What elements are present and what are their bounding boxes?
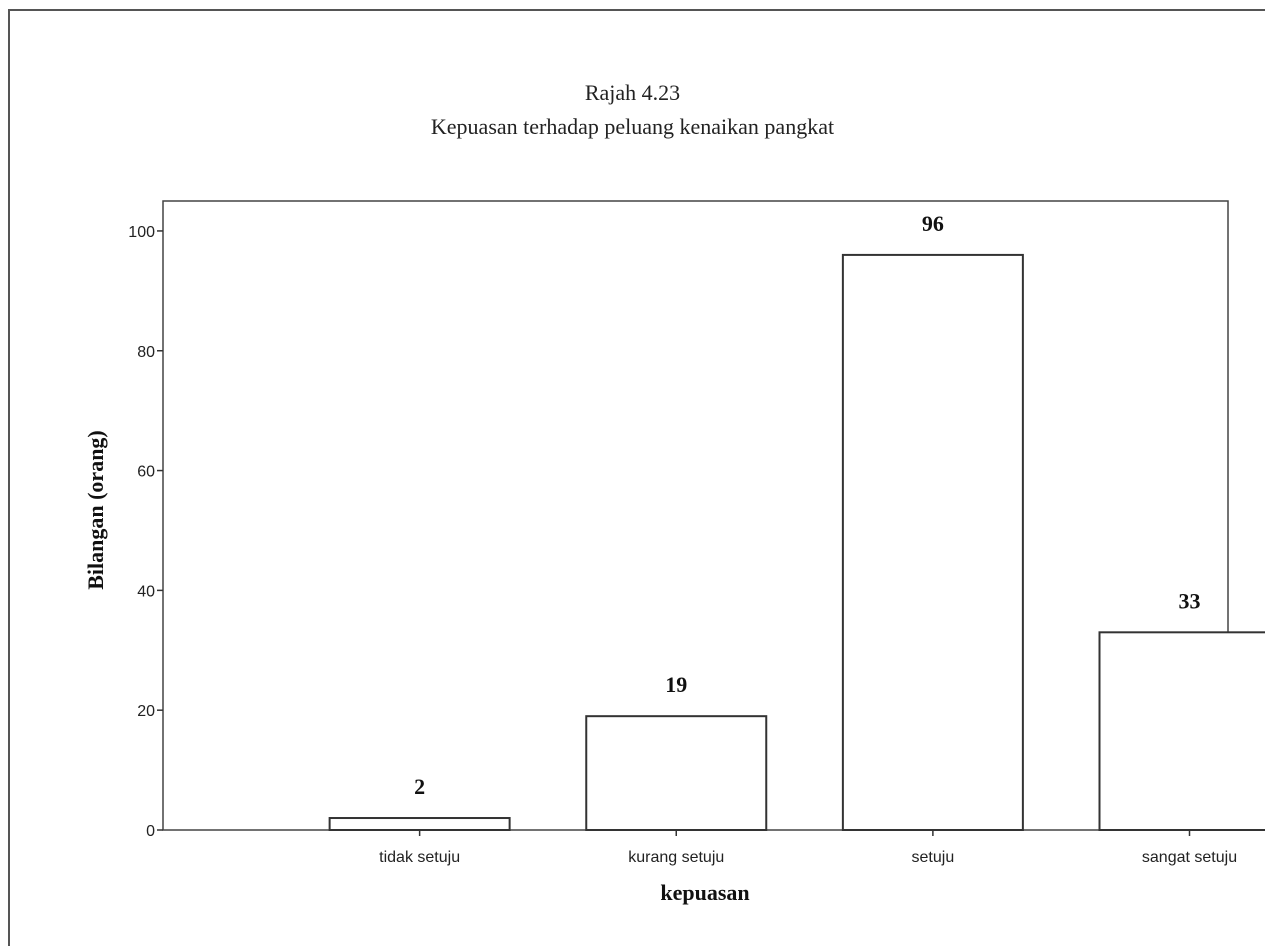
y-axis-label: Bilangan (orang) — [83, 430, 108, 590]
bar — [585, 715, 768, 832]
x-tick-label: setuju — [912, 849, 955, 866]
y-tick-label: 40 — [137, 583, 155, 600]
y-tick-label: 20 — [137, 703, 155, 720]
bar — [1098, 631, 1265, 831]
data-label: 33 — [1179, 588, 1201, 613]
y-tick-label: 60 — [137, 464, 155, 481]
bar — [328, 817, 511, 831]
x-tick-label: tidak setuju — [379, 849, 460, 866]
x-tick-label: sangat setuju — [1142, 849, 1237, 866]
y-tick-label: 100 — [128, 224, 155, 241]
chart-title: Rajah 4.23 — [584, 80, 681, 105]
bar — [841, 253, 1024, 831]
y-tick-label: 80 — [137, 344, 155, 361]
data-label: 2 — [414, 774, 425, 799]
data-label: 19 — [665, 672, 687, 697]
y-tick-label: 0 — [146, 823, 155, 840]
chart-subtitle: Kepuasan terhadap peluang kenaikan pangk… — [430, 114, 835, 139]
x-axis-label: kepuasan — [660, 880, 749, 905]
x-tick-label: kurang setuju — [628, 849, 724, 866]
figure-frame — [8, 9, 1265, 946]
data-label: 96 — [922, 211, 944, 236]
